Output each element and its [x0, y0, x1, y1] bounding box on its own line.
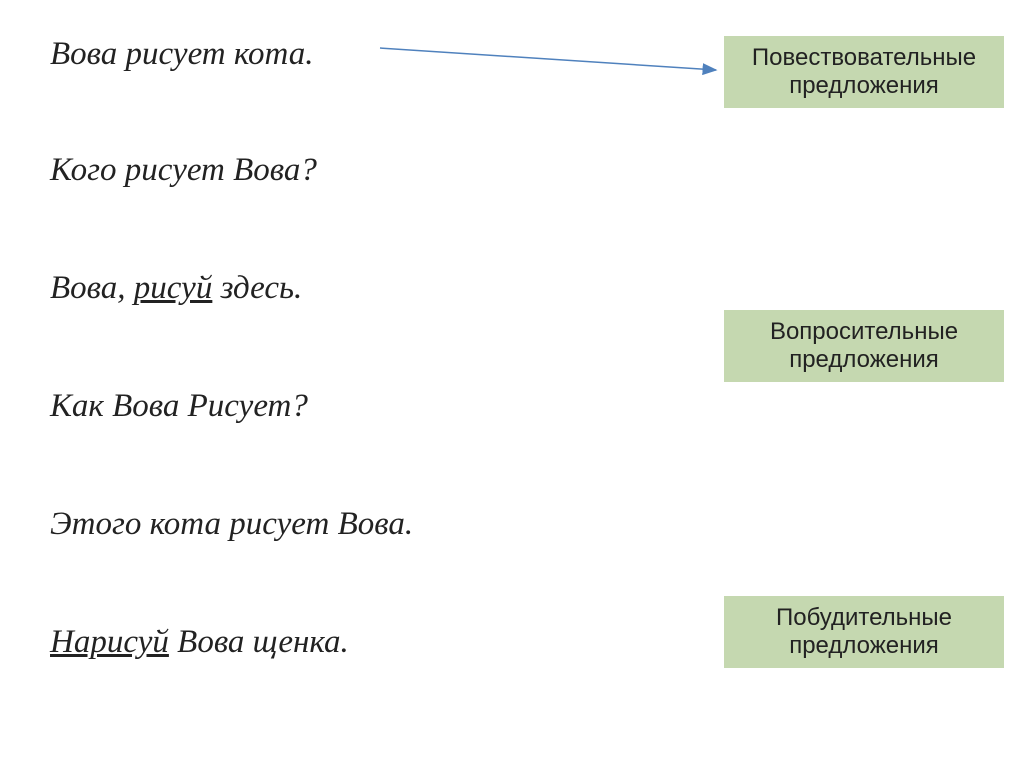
category-2-line1: Вопросительные: [734, 318, 994, 346]
sentence-2: Кого рисует Вова?: [50, 152, 317, 189]
sentence-1-text: Вова рисует кота.: [50, 36, 314, 72]
category-box-imperative: Побудительные предложения: [724, 596, 1004, 668]
category-box-interrogative: Вопросительные предложения: [724, 310, 1004, 382]
sentence-6-underlined: Нарисуй: [50, 624, 169, 660]
sentence-5: Этого кота рисует Вова.: [50, 506, 413, 543]
sentence-6: Нарисуй Вова щенка.: [50, 624, 349, 661]
sentence-3-before: Вова,: [50, 270, 134, 306]
category-1-line1: Повествовательные: [734, 44, 994, 72]
sentence-3-underlined: рисуй: [134, 270, 213, 306]
category-2-line2: предложения: [734, 346, 994, 374]
arrow-line: [380, 48, 716, 70]
category-box-declarative: Повествовательные предложения: [724, 36, 1004, 108]
sentence-2-text: Кого рисует Вова?: [50, 152, 317, 188]
sentence-4: Как Вова Рисует?: [50, 388, 308, 425]
sentence-5-text: Этого кота рисует Вова.: [50, 506, 413, 542]
category-3-line2: предложения: [734, 632, 994, 660]
sentence-1: Вова рисует кота.: [50, 36, 314, 73]
sentence-3: Вова, рисуй здесь.: [50, 270, 302, 307]
sentence-3-after: здесь.: [212, 270, 302, 306]
sentence-6-after: Вова щенка.: [169, 624, 349, 660]
category-3-line1: Побудительные: [734, 604, 994, 632]
sentence-4-text: Как Вова Рисует?: [50, 388, 308, 424]
slide: Вова рисует кота. Кого рисует Вова? Вова…: [0, 0, 1024, 767]
category-1-line2: предложения: [734, 72, 994, 100]
